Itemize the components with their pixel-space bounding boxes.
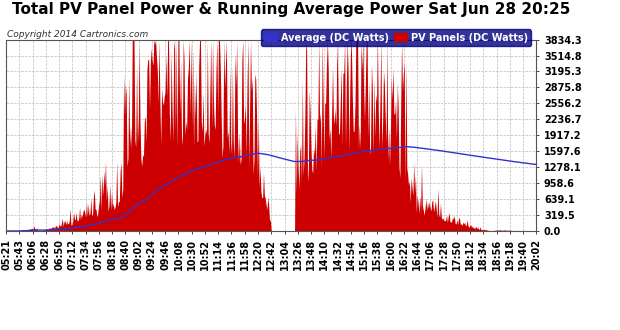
Text: Copyright 2014 Cartronics.com: Copyright 2014 Cartronics.com	[7, 30, 148, 39]
Text: Total PV Panel Power & Running Average Power Sat Jun 28 20:25: Total PV Panel Power & Running Average P…	[12, 2, 570, 16]
Legend: Average (DC Watts), PV Panels (DC Watts): Average (DC Watts), PV Panels (DC Watts)	[261, 29, 531, 46]
